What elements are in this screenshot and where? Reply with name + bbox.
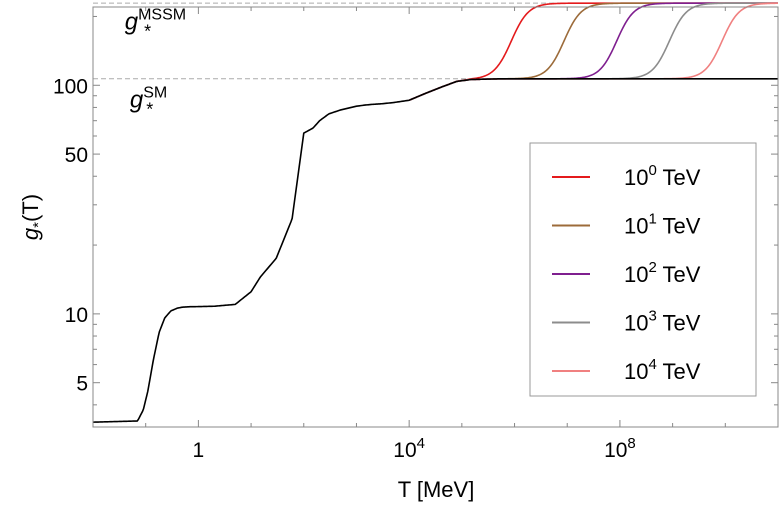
plot-frame — [92, 6, 779, 428]
legend-label-4: 103 TeV — [624, 308, 701, 336]
x-axis-ticks: 1 104 108 — [92, 7, 779, 462]
legend-box — [529, 142, 757, 397]
legend-label-2: 101 TeV — [624, 211, 701, 239]
y-axis-ticks: 5 10 50 100 — [53, 15, 778, 406]
x-tick-label-2: 104 — [393, 435, 425, 462]
y-tick-label-1: 5 — [76, 373, 88, 396]
annotations: gMSSM * gSM * — [125, 7, 186, 120]
y-tick-label-4: 100 — [53, 75, 88, 98]
y-tick-label-2: 10 — [65, 304, 88, 327]
legend-label-3: 102 TeV — [624, 259, 701, 287]
legend-label-1: 100 TeV — [624, 162, 701, 190]
x-axis-title: T [MeV] — [398, 477, 475, 502]
sm-curve — [92, 77, 778, 423]
x-tick-label-3: 108 — [604, 435, 636, 462]
annotation-sm: gSM * — [130, 84, 167, 119]
legend-items: 100 TeV 101 TeV 102 TeV 103 TeV 104 TeV — [552, 162, 701, 384]
annotation-mssm: gMSSM * — [125, 7, 186, 42]
x-tick-label-1: 1 — [193, 439, 205, 462]
y-tick-label-3: 50 — [65, 144, 88, 167]
y-axis-title-sub: * — [30, 222, 47, 228]
legend-label-5: 104 TeV — [624, 356, 701, 384]
legend: 100 TeV 101 TeV 102 TeV 103 TeV 104 TeV — [529, 142, 757, 397]
y-axis-title-base: g — [18, 227, 43, 240]
y-axis-title-rest: (T) — [18, 194, 43, 222]
y-axis-title: g*(T) — [18, 194, 47, 240]
curves — [92, 2, 779, 423]
